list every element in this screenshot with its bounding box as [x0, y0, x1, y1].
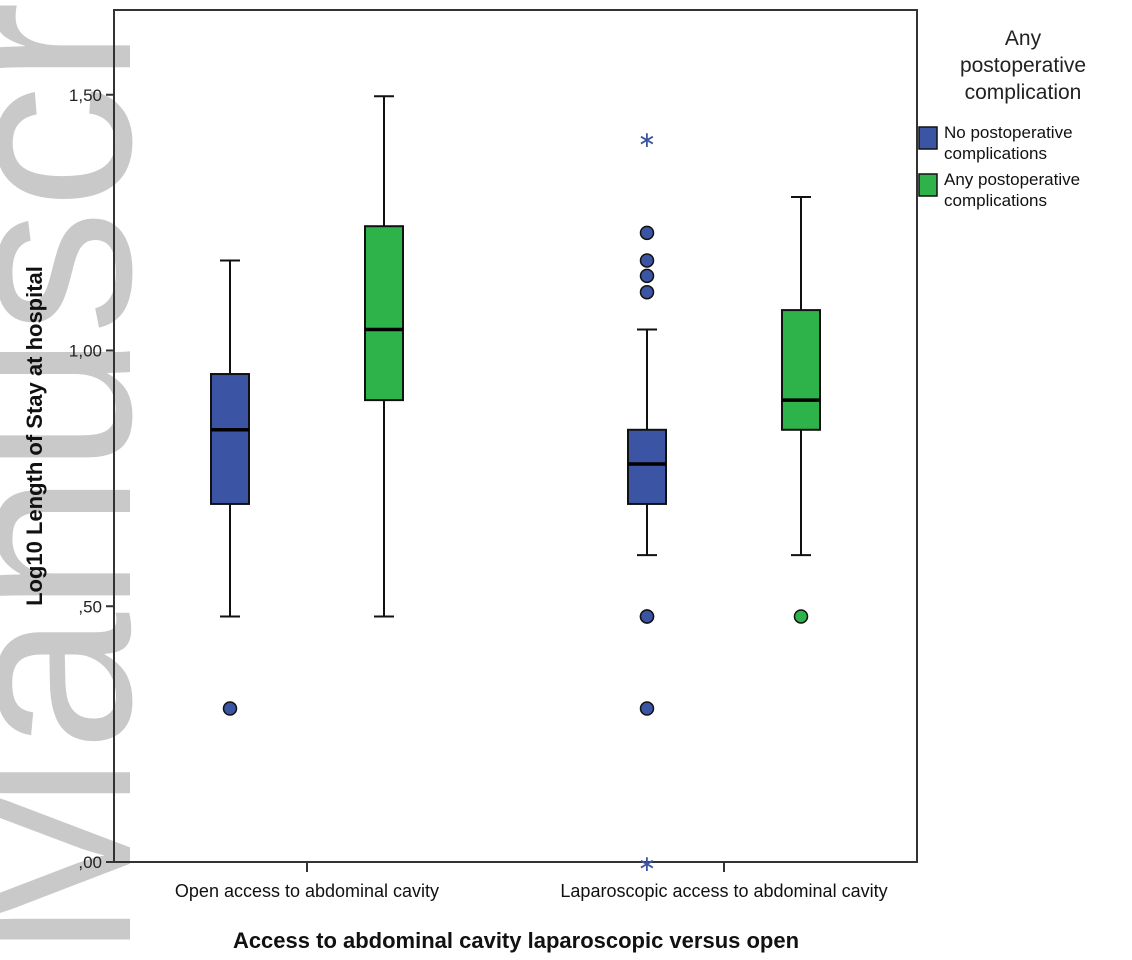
y-axis: ,00 ,50 1,00 1,50: [69, 86, 114, 872]
box-any-complications-laparoscopic: [781, 196, 821, 624]
x-tick-label: Laparoscopic access to abdominal cavity: [560, 881, 887, 901]
box-no-complications-laparoscopic: ∗∗: [627, 128, 667, 877]
outlier-point: [793, 609, 809, 624]
y-axis-title: Log10 Length of Stay at hospital: [22, 266, 47, 606]
extreme-point: ∗: [638, 852, 656, 877]
legend-label: complications: [944, 144, 1047, 163]
plot-area: [113, 9, 918, 863]
y-tick-label: 1,50: [69, 86, 102, 105]
extreme-point: ∗: [638, 128, 656, 153]
box-no-complications-open: [210, 259, 250, 716]
outlier-point: [639, 701, 655, 716]
iqr-box: [364, 225, 404, 402]
legend-swatch: [918, 173, 938, 197]
legend-label: complications: [944, 191, 1047, 210]
iqr-box: [627, 428, 667, 505]
outlier-point: [639, 268, 655, 284]
legend: Any postoperative complication No postopera…: [918, 27, 1086, 210]
box-series: ∗∗: [210, 95, 821, 877]
legend-item: No postoperative complications: [918, 123, 1073, 163]
legend-title-line: complication: [965, 81, 1082, 104]
outlier-point: [639, 284, 655, 300]
x-axis-title: Access to abdominal cavity laparoscopic …: [233, 928, 799, 953]
legend-swatch: [918, 126, 938, 150]
legend-label: Any postoperative: [944, 170, 1080, 189]
watermark-text: Manuscript: [0, 0, 183, 960]
x-axis: Open access to abdominal cavity Laparosco…: [175, 862, 888, 901]
legend-title-line: postoperative: [960, 54, 1086, 77]
y-tick-label: ,00: [78, 853, 102, 872]
y-tick-label: 1,00: [69, 342, 102, 361]
watermark: Manuscript: [0, 0, 183, 960]
box-any-complications-open: [364, 95, 404, 618]
x-tick-label: Open access to abdominal cavity: [175, 881, 439, 901]
outlier-point: [639, 253, 655, 268]
outlier-point: [639, 225, 655, 241]
iqr-box: [210, 373, 250, 505]
legend-item: Any postoperative complications: [918, 170, 1080, 210]
outlier-point: [222, 701, 238, 716]
legend-label: No postoperative: [944, 123, 1073, 142]
iqr-box: [781, 309, 821, 431]
legend-title-line: Any: [1005, 27, 1042, 50]
y-tick-label: ,50: [78, 597, 102, 616]
outlier-point: [639, 609, 655, 624]
